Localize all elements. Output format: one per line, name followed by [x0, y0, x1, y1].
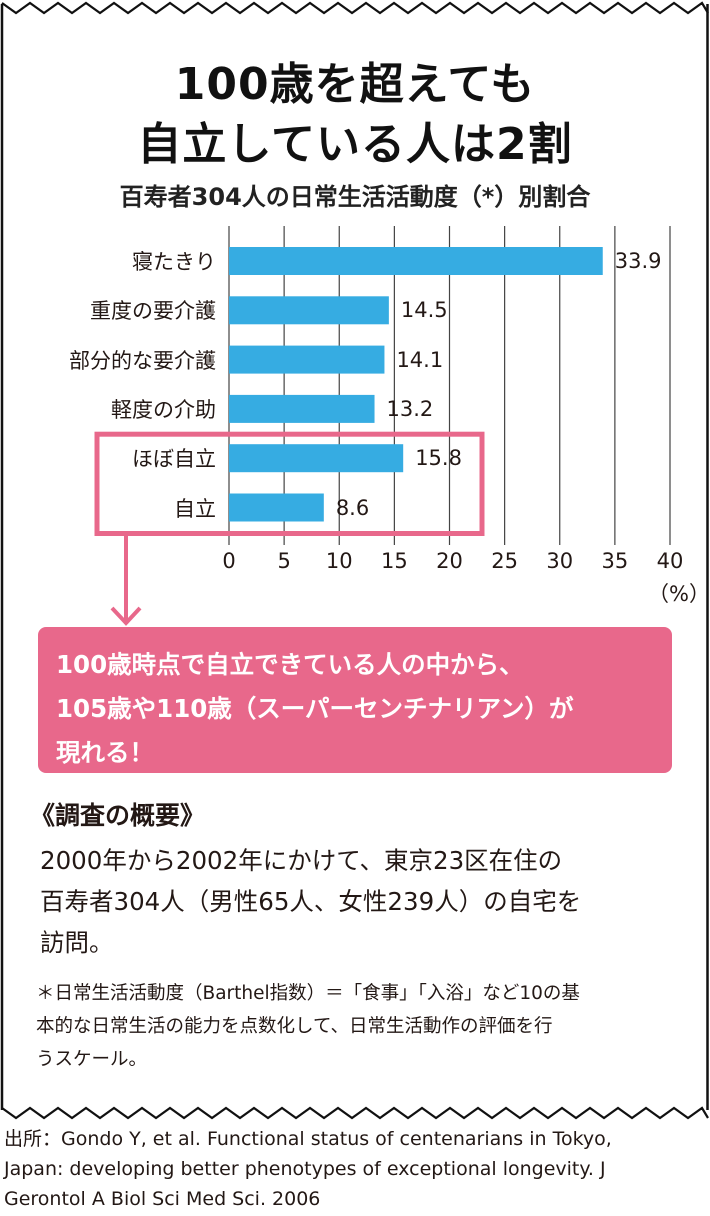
bar	[229, 345, 385, 374]
x-tick-label: 30	[546, 549, 574, 573]
x-tick-label: 10	[325, 549, 353, 573]
x-tick-label: 25	[491, 549, 518, 573]
callout-line: 105歳や110歳（スーパーセンチナリアン）が	[56, 694, 574, 723]
bar-value-label: 8.6	[335, 495, 370, 520]
footnote: ＊日常生活活動度（Barthel指数）＝「食事」「入浴」など10の基 本的な日常…	[36, 977, 686, 1076]
footnote-line: ＊日常生活活動度（Barthel指数）＝「食事」「入浴」など10の基	[36, 983, 580, 1004]
bar	[229, 296, 389, 325]
title-line-1: 100歳を超えても	[174, 59, 536, 110]
x-tick-label: 5	[277, 549, 291, 573]
footnote-line: うスケール。	[36, 1049, 148, 1070]
footnote-line: 本的な日常生活の能力を点数化して、日常生活動作の評価を行	[36, 1016, 553, 1037]
zigzag-top-edge	[1, 1, 709, 15]
callout-box: 100歳時点で自立できている人の中から、 105歳や110歳（スーパーセンチナリ…	[38, 627, 672, 773]
category-label: 寝たきり	[132, 250, 216, 274]
x-tick-label: 15	[381, 549, 408, 573]
x-tick-label: 40	[656, 549, 684, 573]
bar	[229, 444, 404, 473]
down-arrow-icon	[110, 533, 142, 626]
bar	[229, 394, 375, 423]
title-line-2: 自立している人は2割	[137, 119, 573, 170]
overview-heading: 《調査の概要》	[30, 801, 206, 830]
x-tick-label: 20	[436, 549, 463, 573]
bar-chart	[94, 226, 671, 626]
source-line: Gerontol A Biol Sci Med Sci. 2006	[4, 1188, 321, 1210]
x-axis-unit-label: （%）	[648, 582, 710, 606]
category-label: 自立	[174, 496, 216, 521]
callout-line: 現れる！	[56, 738, 154, 767]
x-tick-label: 0	[222, 549, 236, 573]
category-label: 重度の要介護	[90, 299, 216, 324]
overview-line: 2000年から2002年にかけて、東京23区在住の	[40, 846, 563, 875]
bar-value-label: 14.1	[396, 347, 444, 372]
zigzag-bottom-edge	[1, 1106, 709, 1120]
chart-subtitle: 百寿者304人の日常生活活動度（*）別割合	[119, 183, 591, 211]
category-label: ほぼ自立	[132, 447, 216, 472]
bar-value-label: 13.2	[386, 396, 434, 421]
bar	[229, 247, 603, 275]
highlight-box	[94, 431, 485, 537]
bar-value-label: 15.8	[415, 446, 462, 471]
bar-value-label: 33.9	[614, 249, 662, 273]
bars	[229, 247, 603, 522]
overview-body: 2000年から2002年にかけて、東京23区在住の 百寿者304人（男性65人、…	[40, 840, 690, 963]
source-line: Japan: developing better phenotypes of e…	[4, 1158, 606, 1180]
overview-line: 百寿者304人（男性65人、女性239人）の自宅を	[40, 887, 582, 916]
x-tick-label: 35	[601, 549, 629, 573]
source-citation: 出所：Gondo Y, et al. Functional status of …	[4, 1124, 710, 1214]
category-label: 軽度の介助	[111, 397, 216, 422]
source-line: 出所：Gondo Y, et al. Functional status of …	[4, 1128, 612, 1150]
grid-lines	[228, 226, 671, 545]
category-label: 部分的な要介護	[69, 348, 216, 373]
bar-value-label: 14.5	[400, 298, 448, 323]
callout-line: 100歳時点で自立できている人の中から、	[56, 650, 524, 679]
bar	[229, 493, 324, 522]
overview-line: 訪問。	[40, 928, 114, 957]
